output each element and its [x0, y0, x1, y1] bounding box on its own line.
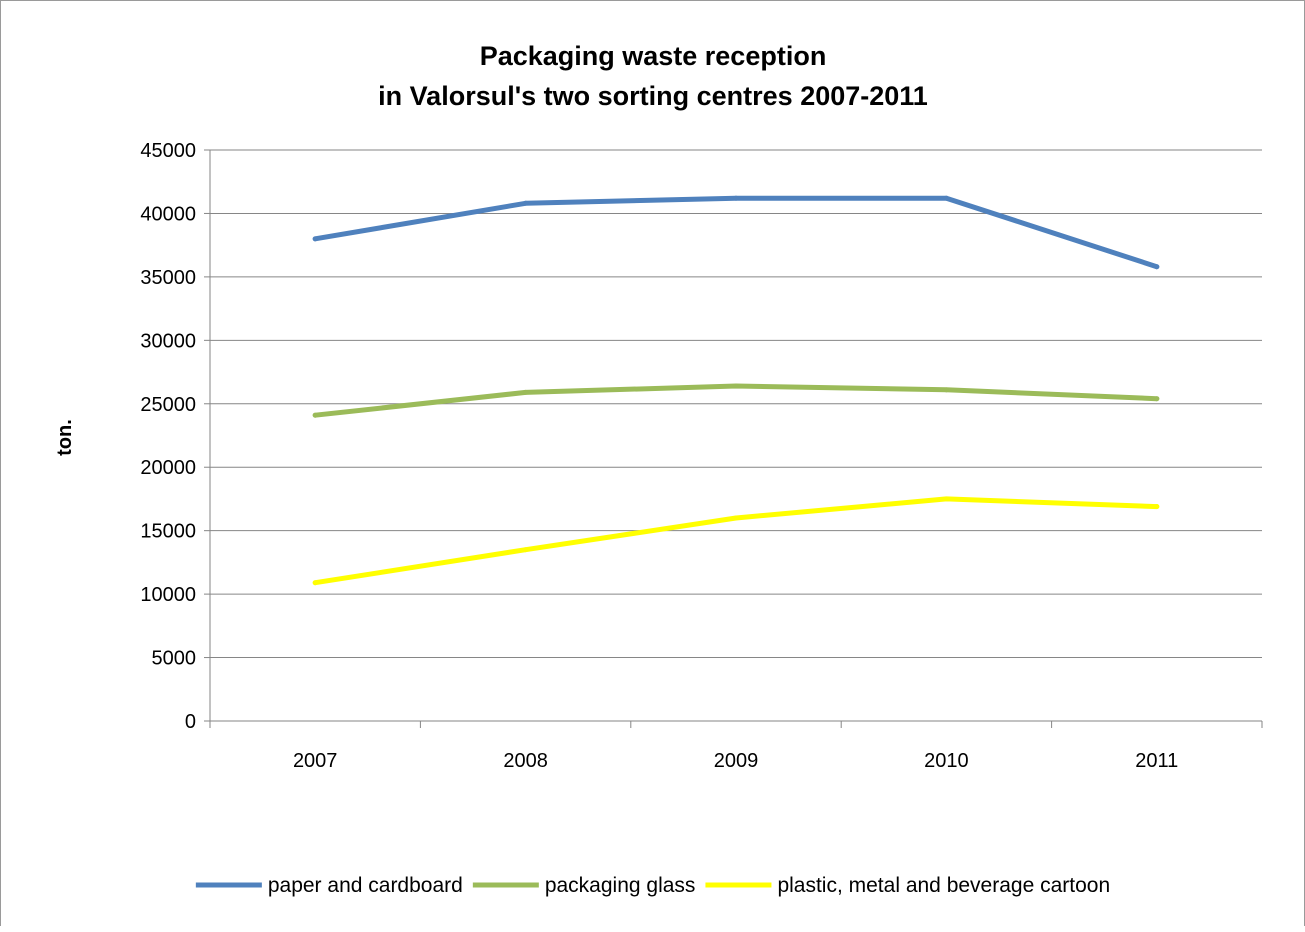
- data-point: [943, 195, 949, 201]
- y-tick-label: 10000: [140, 584, 196, 606]
- data-point: [1154, 264, 1160, 270]
- y-tick-label: 5000: [152, 648, 197, 670]
- legend-label: packaging glass: [545, 874, 696, 897]
- data-point: [1154, 396, 1160, 402]
- data-point: [523, 547, 529, 553]
- y-tick-labels: 0 5000 10000 15000 20000 25000 30000 35000 40000…: [140, 140, 196, 733]
- series-line-paper-and-cardboard: [312, 195, 1160, 270]
- data-point: [943, 496, 949, 502]
- y-tick-label: 40000: [140, 203, 196, 225]
- data-point: [312, 580, 318, 586]
- x-tick-label: 2010: [924, 750, 969, 772]
- x-tick-label: 2008: [503, 750, 548, 772]
- y-tick-label: 15000: [140, 521, 196, 543]
- legend: paper and cardboard packaging glass plasti…: [195, 874, 1110, 897]
- data-point: [312, 412, 318, 418]
- legend-label: paper and cardboard: [268, 874, 463, 897]
- chart-title-line: Packaging waste reception: [480, 41, 827, 71]
- chart-title-line: in Valorsul's two sorting centres 2007-2…: [378, 81, 928, 111]
- y-tick-label: 25000: [140, 394, 196, 416]
- x-tick-labels: 2007 2008 2009 2010 2011: [293, 750, 1178, 772]
- series-line-plastic-metal-and-beverage-cartoon: [312, 496, 1160, 586]
- x-tick-label: 2007: [293, 750, 338, 772]
- chart-title: Packaging waste reception in Valorsul's t…: [378, 41, 928, 111]
- legend-item: packaging glass: [472, 874, 696, 897]
- x-tick-label: 2009: [714, 750, 759, 772]
- data-point: [312, 236, 318, 242]
- series-lines: [312, 195, 1160, 586]
- data-point: [733, 383, 739, 389]
- data-point: [943, 387, 949, 393]
- y-tick-label: 30000: [140, 330, 196, 352]
- y-tick-label: 0: [185, 711, 196, 733]
- data-point: [523, 389, 529, 395]
- series-line-packaging-glass: [312, 383, 1160, 418]
- y-axis-label-text: ton.: [54, 419, 76, 456]
- legend-label: plastic, metal and beverage cartoon: [777, 874, 1110, 897]
- axes: [204, 149, 1263, 728]
- data-point: [1154, 504, 1160, 510]
- legend-item: plastic, metal and beverage cartoon: [705, 874, 1110, 897]
- data-point: [523, 200, 529, 206]
- y-axis-label: ton.: [54, 419, 76, 456]
- data-point: [733, 515, 739, 521]
- data-point: [733, 195, 739, 201]
- y-tick-label: 20000: [140, 457, 196, 479]
- y-tick-label: 45000: [140, 140, 196, 162]
- legend-item: paper and cardboard: [195, 874, 463, 897]
- gridlines: [210, 149, 1262, 659]
- y-tick-label: 35000: [140, 267, 196, 289]
- x-tick-label: 2011: [1135, 750, 1178, 772]
